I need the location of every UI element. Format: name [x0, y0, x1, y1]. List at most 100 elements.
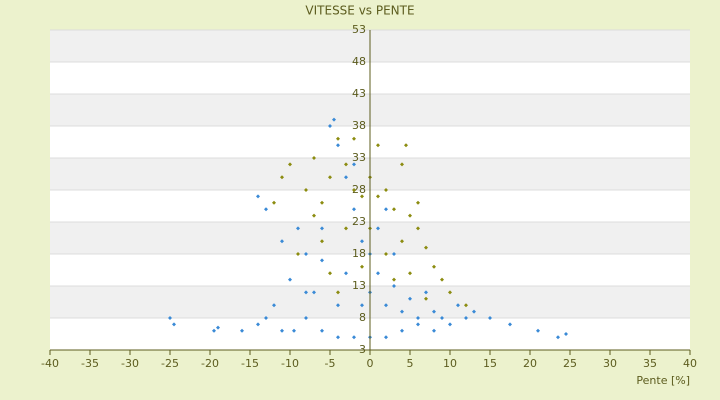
point — [296, 252, 300, 256]
point — [240, 328, 244, 333]
point — [352, 335, 356, 340]
point — [352, 207, 356, 212]
point — [432, 328, 436, 333]
point — [312, 290, 316, 295]
point — [336, 303, 340, 308]
point — [472, 309, 476, 314]
point — [296, 226, 300, 231]
point — [344, 271, 348, 276]
x-tick-label: 40 — [683, 357, 697, 370]
point — [272, 303, 276, 308]
x-tick-label: 0 — [367, 357, 374, 370]
point — [280, 175, 284, 180]
y-tick-label: 28 — [352, 183, 366, 196]
point — [488, 316, 492, 320]
y-tick-label: 23 — [352, 215, 366, 228]
point — [408, 271, 412, 276]
x-tick-label: -5 — [325, 357, 336, 370]
x-tick-label: -35 — [81, 357, 99, 370]
point — [256, 194, 260, 199]
y-tick-label: 18 — [352, 247, 366, 260]
point — [360, 194, 364, 199]
point — [408, 213, 412, 218]
point — [360, 264, 364, 269]
point — [312, 213, 316, 218]
x-tick-label: 30 — [603, 357, 617, 370]
y-tick-label: 53 — [352, 23, 366, 36]
point — [392, 252, 396, 256]
point — [424, 245, 428, 250]
point — [336, 136, 340, 141]
x-tick-label: 25 — [563, 357, 577, 370]
point — [448, 322, 452, 327]
point — [312, 156, 316, 160]
x-tick-label: 10 — [443, 357, 457, 370]
series-group — [168, 117, 568, 340]
point — [264, 207, 268, 212]
point — [456, 303, 460, 308]
point — [320, 226, 324, 231]
point — [392, 277, 396, 282]
point — [400, 239, 404, 244]
point — [328, 124, 332, 128]
point — [304, 316, 308, 320]
point — [376, 271, 380, 276]
point — [556, 335, 560, 340]
point — [384, 335, 388, 340]
series-group — [272, 136, 468, 308]
point — [392, 207, 396, 212]
point — [304, 252, 308, 256]
point — [424, 290, 428, 295]
point — [212, 328, 216, 333]
x-tick-label: 35 — [643, 357, 657, 370]
y-tick-label: 48 — [352, 55, 366, 68]
point — [344, 162, 348, 167]
point — [304, 188, 308, 192]
point — [264, 316, 268, 320]
point — [352, 162, 356, 167]
point — [424, 296, 428, 301]
y-tick-label: 43 — [352, 87, 366, 100]
point — [256, 322, 260, 327]
x-tick-label: -30 — [121, 357, 139, 370]
x-tick-label: -20 — [201, 357, 219, 370]
point — [416, 226, 420, 231]
point — [320, 239, 324, 244]
point — [464, 303, 468, 308]
point — [332, 117, 336, 122]
point — [328, 271, 332, 276]
point — [400, 309, 404, 314]
point — [216, 325, 220, 330]
point — [508, 322, 512, 327]
point — [344, 226, 348, 231]
x-tick-label: -40 — [41, 357, 59, 370]
point — [376, 194, 380, 199]
point — [336, 143, 340, 148]
point — [360, 303, 364, 308]
point — [416, 322, 420, 327]
point — [288, 162, 292, 167]
point — [352, 136, 356, 141]
point — [408, 296, 412, 301]
point — [392, 284, 396, 288]
x-tick-label: -25 — [161, 357, 179, 370]
point — [320, 328, 324, 333]
y-tick-label: 33 — [352, 151, 366, 164]
point — [384, 303, 388, 308]
y-tick-label: 38 — [352, 119, 366, 132]
chart-title: VITESSE vs PENTE — [305, 4, 414, 18]
point — [360, 239, 364, 244]
point — [536, 328, 540, 333]
point — [440, 277, 444, 282]
point — [320, 200, 324, 205]
point — [376, 143, 380, 148]
point — [384, 207, 388, 212]
point — [432, 309, 436, 314]
x-tick-label: -15 — [241, 357, 259, 370]
x-tick-label: -10 — [281, 357, 299, 370]
point — [172, 322, 176, 327]
point — [328, 175, 332, 180]
x-tick-label: 5 — [407, 357, 414, 370]
point — [272, 200, 276, 205]
point — [336, 290, 340, 295]
